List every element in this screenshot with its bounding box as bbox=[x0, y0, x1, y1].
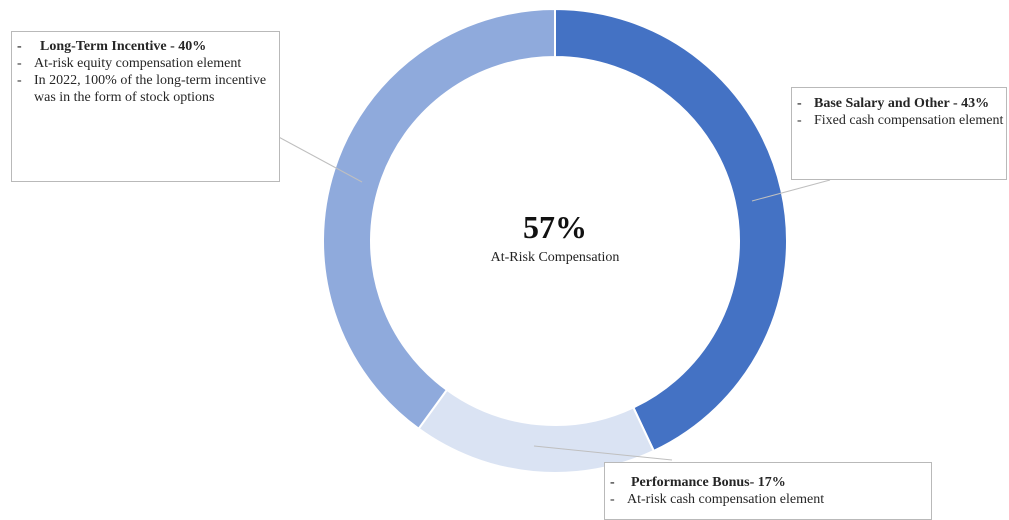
donut-slice-base-salary-and-other bbox=[554, 7, 788, 453]
donut-slices bbox=[322, 7, 788, 474]
callout-line: At-risk cash compensation element bbox=[605, 491, 931, 508]
callout-title: Base Salary and Other - 43% bbox=[792, 95, 1006, 112]
callout-long-term-incentive: Long-Term Incentive - 40% At-risk equity… bbox=[11, 31, 280, 182]
callout-title: Performance Bonus- 17% bbox=[605, 474, 931, 491]
callout-line: At-risk equity compensation element bbox=[12, 55, 279, 72]
center-percentage: 57% bbox=[523, 209, 587, 245]
leader-line-base-salary bbox=[751, 179, 831, 202]
callout-line: In 2022, 100% of the long-term incentive… bbox=[12, 72, 279, 106]
callout-line: Fixed cash compensation element bbox=[792, 112, 1006, 129]
donut-slice-performance-bonus bbox=[417, 388, 656, 474]
leader-line-performance bbox=[533, 445, 673, 461]
center-caption: At-Risk Compensation bbox=[490, 250, 620, 265]
donut-slice-long-term-incentive bbox=[322, 7, 556, 431]
callout-base-salary: Base Salary and Other - 43% Fixed cash c… bbox=[791, 87, 1007, 180]
donut-center-label: 57% At-Risk Compensation bbox=[425, 207, 685, 267]
callout-performance-bonus: Performance Bonus- 17% At-risk cash comp… bbox=[604, 462, 932, 520]
callout-title: Long-Term Incentive - 40% bbox=[12, 38, 279, 55]
